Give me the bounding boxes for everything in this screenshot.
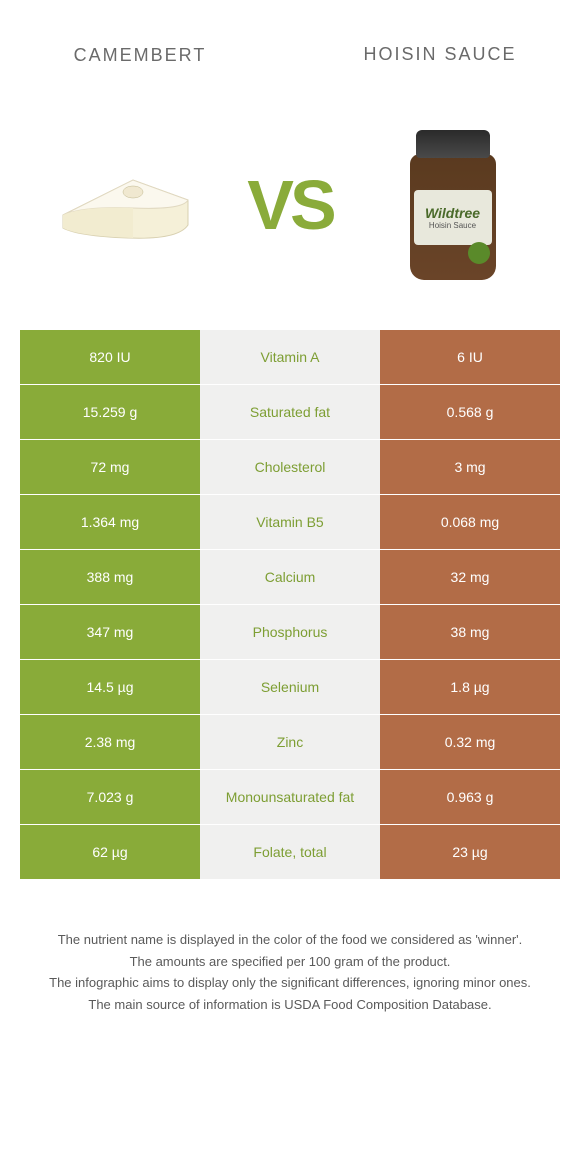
- nutrient-label-cell: Zinc: [200, 715, 380, 769]
- table-row: 15.259 gSaturated fat0.568 g: [20, 385, 560, 440]
- hoisin-jar-icon: Wildtree Hoisin Sauce: [398, 130, 508, 280]
- right-value-cell: 0.068 mg: [380, 495, 560, 549]
- right-value-cell: 3 mg: [380, 440, 560, 494]
- right-value-cell: 23 µg: [380, 825, 560, 879]
- table-row: 388 mgCalcium32 mg: [20, 550, 560, 605]
- right-value-cell: 0.963 g: [380, 770, 560, 824]
- right-value-cell: 6 IU: [380, 330, 560, 384]
- footer-notes: The nutrient name is displayed in the co…: [30, 930, 550, 1014]
- jar-brand: Wildtree: [425, 205, 480, 221]
- left-value-cell: 72 mg: [20, 440, 200, 494]
- nutrient-label-cell: Calcium: [200, 550, 380, 604]
- left-value-cell: 2.38 mg: [20, 715, 200, 769]
- left-value-cell: 7.023 g: [20, 770, 200, 824]
- right-food-title: HOISIN SAUCE: [320, 43, 560, 66]
- note-line-1: The nutrient name is displayed in the co…: [30, 930, 550, 950]
- table-row: 72 mgCholesterol3 mg: [20, 440, 560, 495]
- nutrient-label-cell: Vitamin B5: [200, 495, 380, 549]
- left-value-cell: 388 mg: [20, 550, 200, 604]
- comparison-table: 820 IUVitamin A6 IU15.259 gSaturated fat…: [20, 330, 560, 880]
- jar-sub: Hoisin Sauce: [429, 221, 476, 230]
- images-row: VS Wildtree Hoisin Sauce: [0, 110, 580, 300]
- nutrient-label-cell: Selenium: [200, 660, 380, 714]
- table-row: 62 µgFolate, total23 µg: [20, 825, 560, 880]
- nutrient-label-cell: Saturated fat: [200, 385, 380, 439]
- vs-text: VS: [235, 165, 345, 245]
- table-row: 820 IUVitamin A6 IU: [20, 330, 560, 385]
- nutrient-label-cell: Vitamin A: [200, 330, 380, 384]
- left-food-title: CAMEMBERT: [20, 45, 260, 66]
- left-value-cell: 820 IU: [20, 330, 200, 384]
- left-value-cell: 347 mg: [20, 605, 200, 659]
- nutrient-label-cell: Cholesterol: [200, 440, 380, 494]
- camembert-icon: [53, 160, 203, 250]
- left-value-cell: 62 µg: [20, 825, 200, 879]
- left-value-cell: 14.5 µg: [20, 660, 200, 714]
- right-value-cell: 32 mg: [380, 550, 560, 604]
- table-row: 7.023 gMonounsaturated fat0.963 g: [20, 770, 560, 825]
- left-image-box: [20, 160, 235, 250]
- table-row: 347 mgPhosphorus38 mg: [20, 605, 560, 660]
- nutrient-label-cell: Monounsaturated fat: [200, 770, 380, 824]
- note-line-2: The amounts are specified per 100 gram o…: [30, 952, 550, 972]
- titles-row: CAMEMBERT HOISIN SAUCE: [0, 0, 580, 110]
- table-row: 1.364 mgVitamin B50.068 mg: [20, 495, 560, 550]
- table-row: 14.5 µgSelenium1.8 µg: [20, 660, 560, 715]
- left-value-cell: 1.364 mg: [20, 495, 200, 549]
- organic-seal-icon: [468, 242, 490, 264]
- left-value-cell: 15.259 g: [20, 385, 200, 439]
- right-value-cell: 38 mg: [380, 605, 560, 659]
- table-row: 2.38 mgZinc0.32 mg: [20, 715, 560, 770]
- right-value-cell: 1.8 µg: [380, 660, 560, 714]
- note-line-4: The main source of information is USDA F…: [30, 995, 550, 1015]
- nutrient-label-cell: Phosphorus: [200, 605, 380, 659]
- nutrient-label-cell: Folate, total: [200, 825, 380, 879]
- right-value-cell: 0.32 mg: [380, 715, 560, 769]
- note-line-3: The infographic aims to display only the…: [30, 973, 550, 993]
- right-image-box: Wildtree Hoisin Sauce: [345, 130, 560, 280]
- right-value-cell: 0.568 g: [380, 385, 560, 439]
